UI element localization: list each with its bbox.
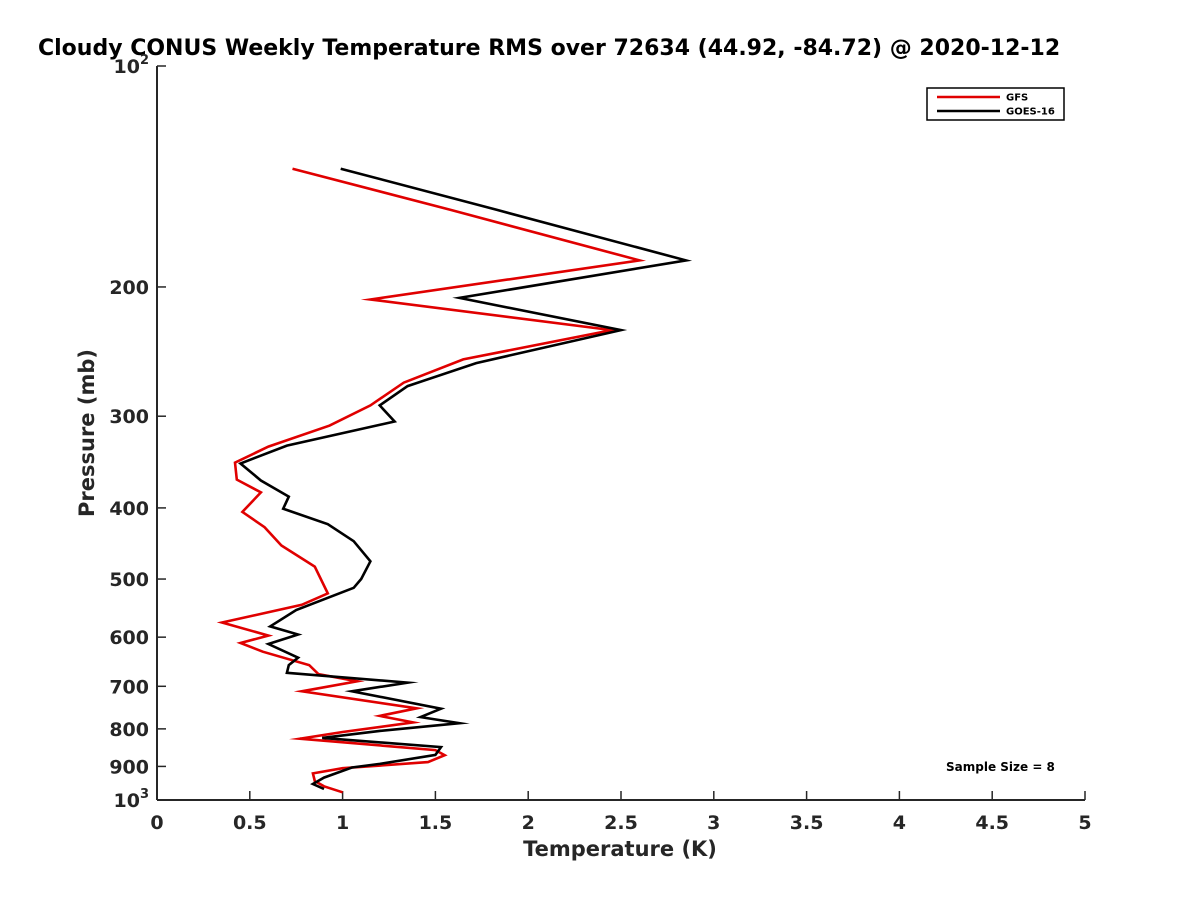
x-tick-label: 0.5 <box>233 812 267 834</box>
y-tick-label: 103 <box>114 787 150 812</box>
x-tick-label: 3 <box>707 812 720 834</box>
legend: GFS GOES-16 <box>926 87 1065 121</box>
x-tick-label: 3.5 <box>790 812 824 834</box>
y-tick-label: 600 <box>109 627 149 649</box>
axes: 0 0.5 1 1.5 2 2.5 3 3.5 4 4.5 5 102 200 300 400 500 600 7… <box>109 53 1091 834</box>
series-line-gfs <box>216 167 647 794</box>
x-tick-label: 4.5 <box>975 812 1009 834</box>
y-tick-label: 200 <box>109 277 149 299</box>
x-tick-label: 2.5 <box>604 812 638 834</box>
x-tick-label: 2 <box>522 812 535 834</box>
legend-box <box>926 87 1065 121</box>
series-layer <box>216 167 693 794</box>
y-axis-label: Pressure (mb) <box>75 349 99 517</box>
x-axis-label: Temperature (K) <box>523 837 717 861</box>
x-tick-label: 5 <box>1078 812 1091 834</box>
y-tick-label: 102 <box>114 53 150 78</box>
x-tick-label: 4 <box>893 812 906 834</box>
x-tick-label: 1.5 <box>419 812 453 834</box>
legend-label-goes-16: GOES-16 <box>1006 107 1055 118</box>
series-line-goes-16 <box>237 167 693 791</box>
x-tick-label: 1 <box>336 812 349 834</box>
y-tick-label: 900 <box>109 756 149 778</box>
chart-title: Cloudy CONUS Weekly Temperature RMS over… <box>38 36 1060 61</box>
y-tick-label: 700 <box>109 676 149 698</box>
y-tick-label: 800 <box>109 719 149 741</box>
x-tick-label: 0 <box>150 812 163 834</box>
legend-label-gfs: GFS <box>1006 93 1028 104</box>
sample-size-annotation: Sample Size = 8 <box>946 760 1055 774</box>
y-tick-label: 400 <box>109 498 149 520</box>
y-tick-label: 500 <box>109 569 149 591</box>
y-tick-label: 300 <box>109 406 149 428</box>
